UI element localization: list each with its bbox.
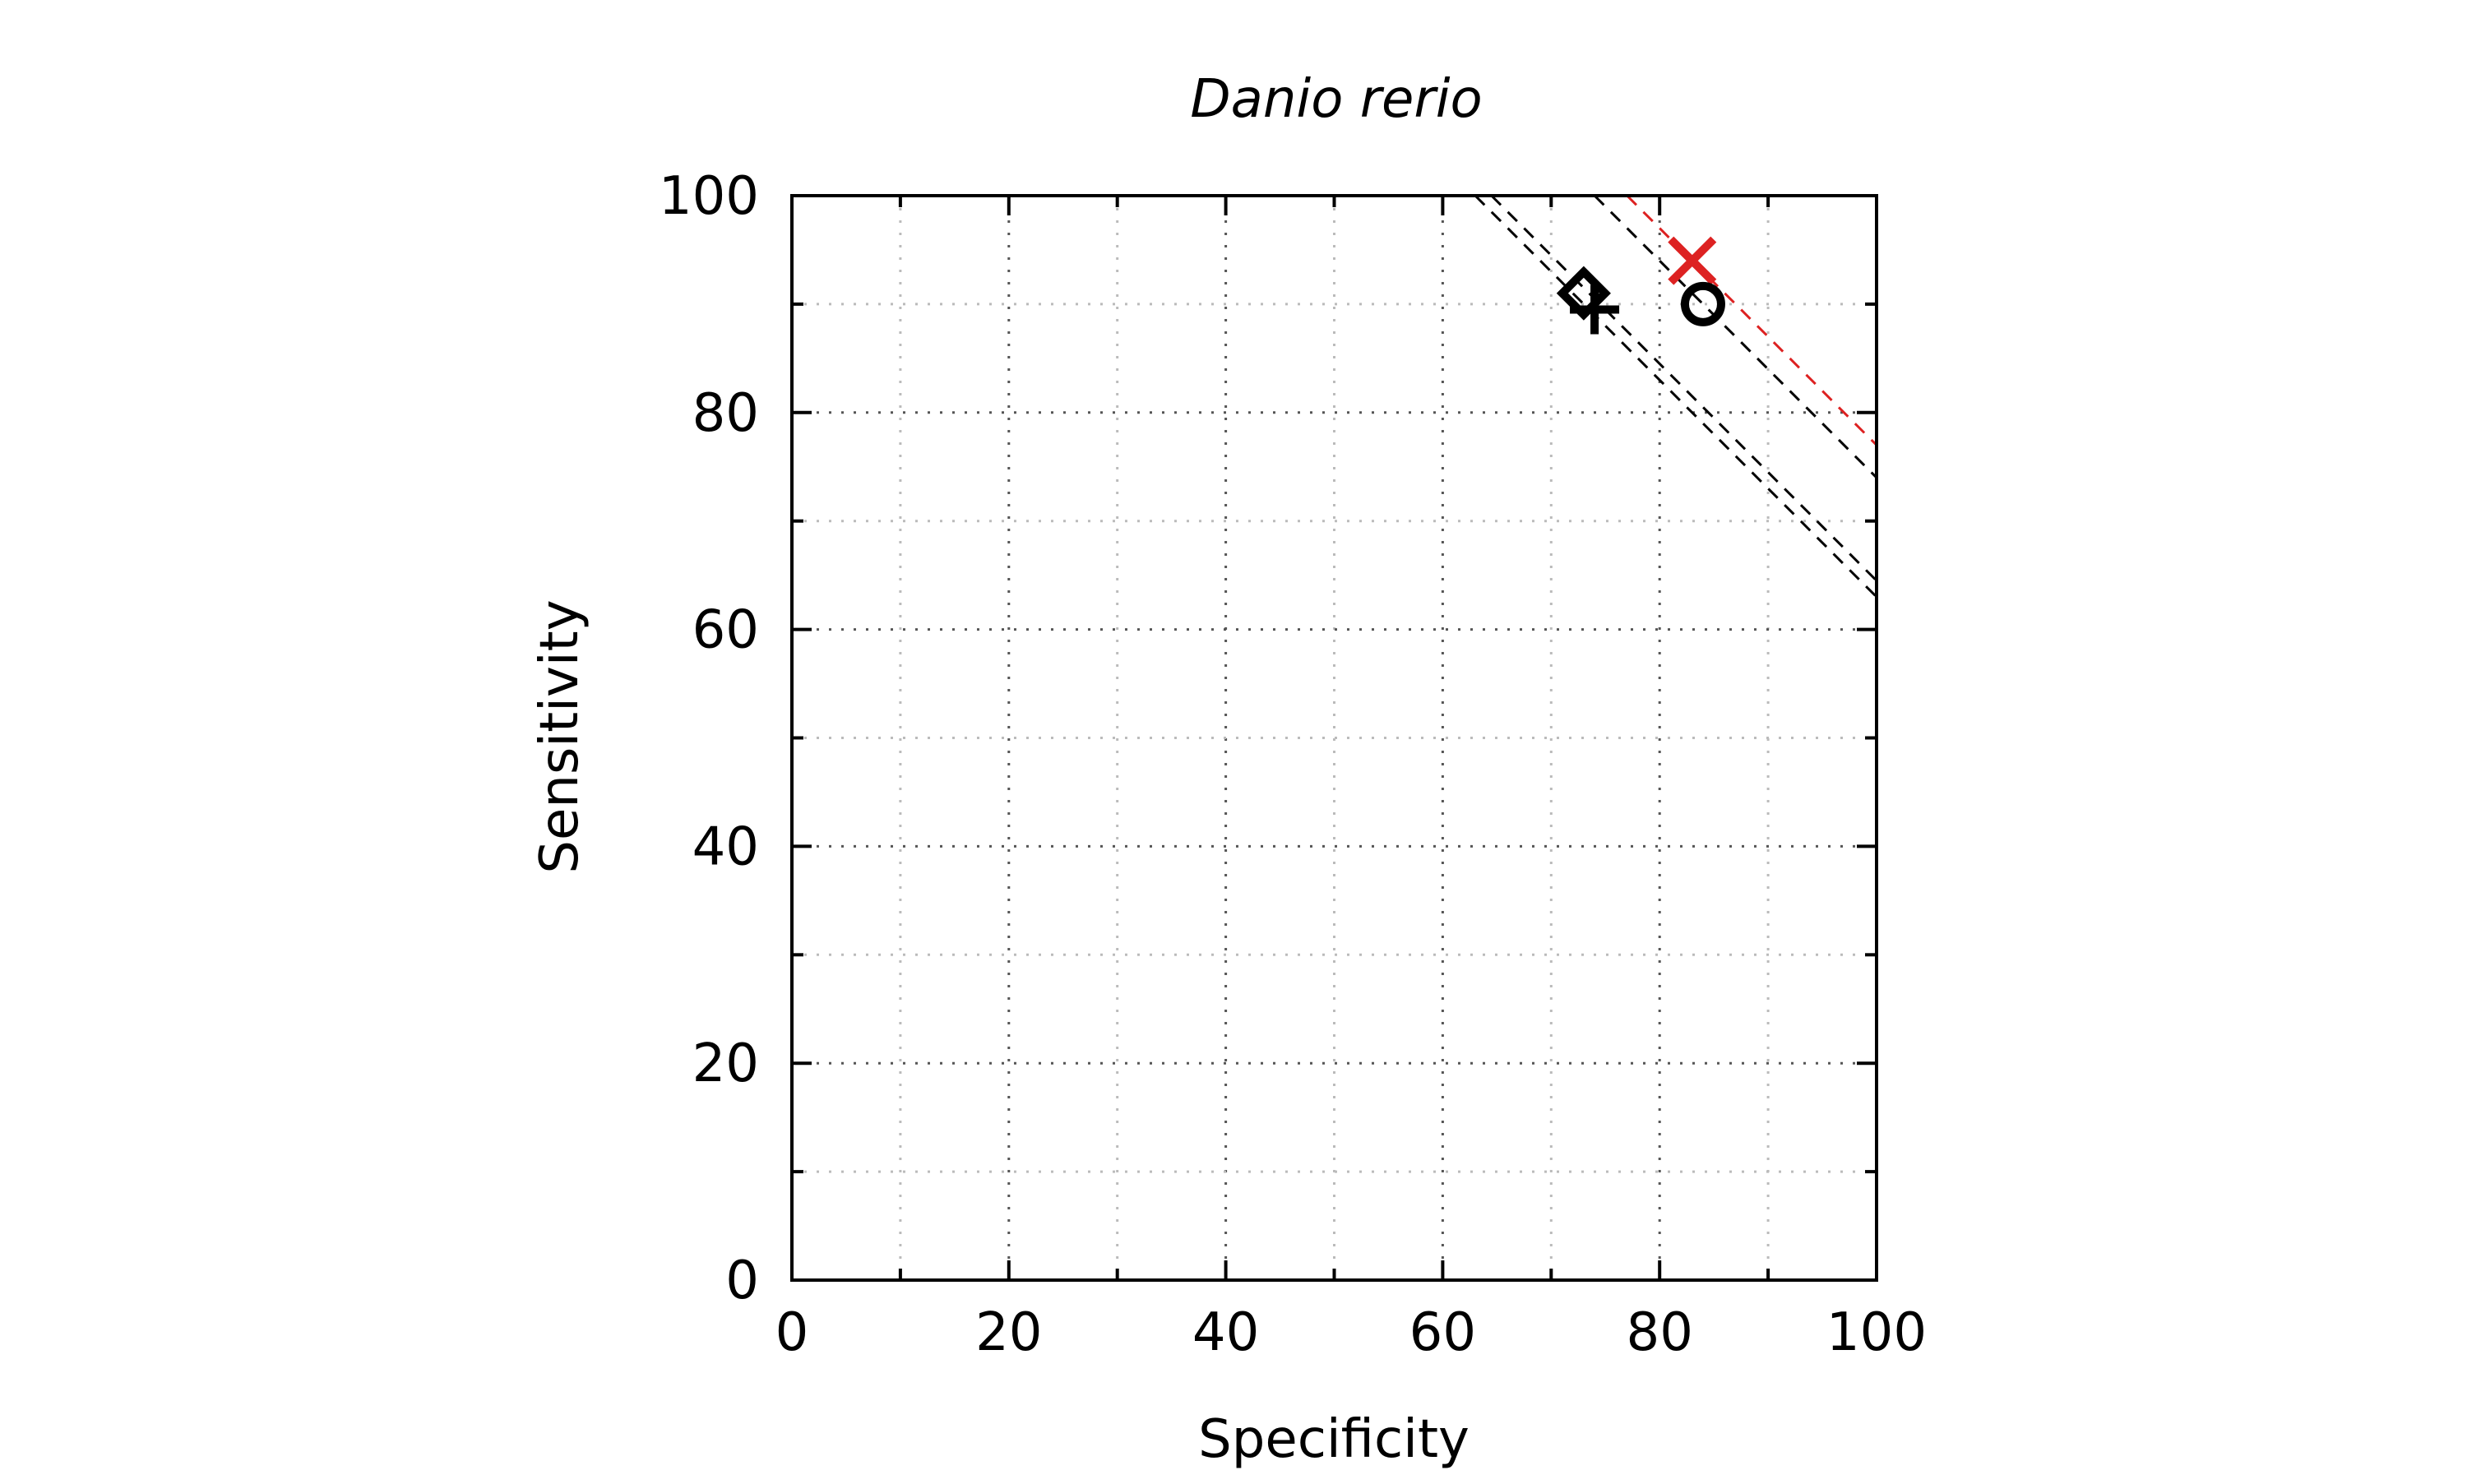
x-tick-label: 80 — [1626, 1302, 1692, 1363]
x-tick-label: 20 — [975, 1302, 1042, 1363]
y-tick-label: 40 — [692, 816, 759, 877]
x-tick-label: 40 — [1192, 1302, 1259, 1363]
y-tick-label: 0 — [725, 1251, 759, 1311]
labels: Danio rerio Specificity Sensitivity — [530, 69, 1483, 1470]
point-circle — [1680, 281, 1725, 326]
iso-line — [1593, 194, 1878, 479]
x-tick-label: 0 — [775, 1302, 809, 1363]
point-cross — [1668, 236, 1717, 285]
iso-line — [1626, 194, 1878, 446]
ticks: 0 20 40 60 80 100 0 20 40 60 80 100 — [659, 166, 1927, 1363]
chart-title: Danio rerio — [1190, 69, 1482, 130]
x-tick-label: 100 — [1826, 1302, 1927, 1363]
x-tick-label: 60 — [1409, 1302, 1476, 1363]
y-tick-label: 100 — [659, 166, 759, 227]
y-axis-label: Sensitivity — [530, 599, 590, 873]
iso-line — [1474, 194, 1878, 599]
y-tick-label: 60 — [692, 600, 759, 661]
grid — [792, 196, 1877, 1280]
point-plus — [1570, 284, 1620, 335]
y-tick-label: 20 — [692, 1033, 759, 1094]
y-tick-label: 80 — [692, 383, 759, 444]
data-points — [1556, 236, 1725, 335]
iso-lines — [1474, 194, 1878, 599]
x-axis-label: Specificity — [1198, 1409, 1470, 1470]
